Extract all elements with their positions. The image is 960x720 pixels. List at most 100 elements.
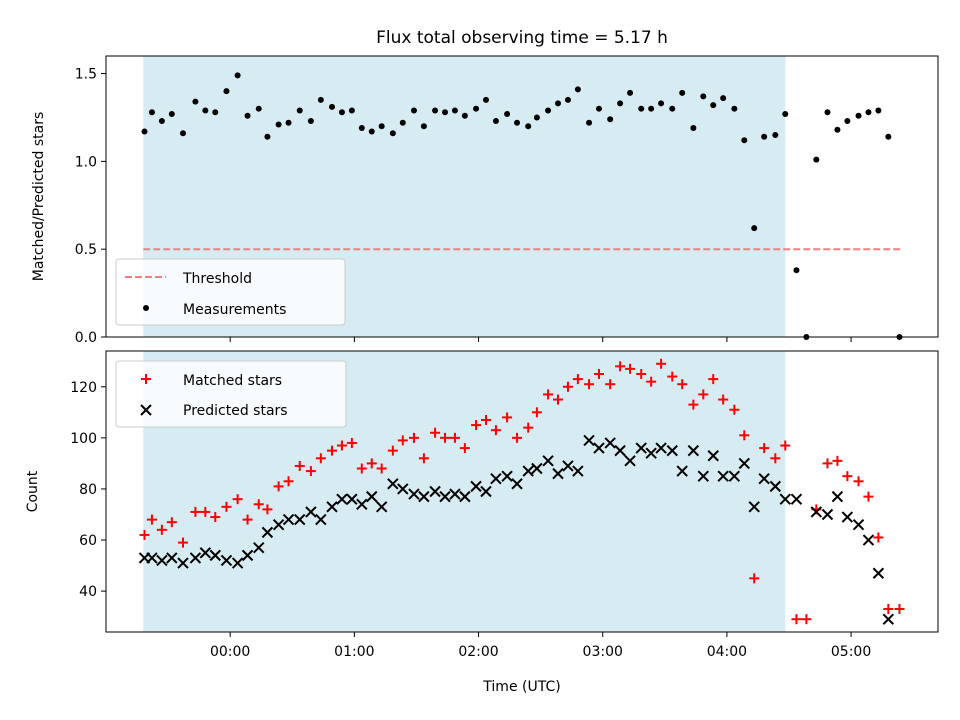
measurement-point [574,86,581,93]
x-marker-b [146,552,158,564]
x-tick-label: 04:00 [707,644,747,660]
x-marker-b [728,470,741,482]
measurement-point [504,110,511,117]
measurement-point [648,105,655,112]
predicted-star-point [821,508,834,521]
predicted-star-point [882,613,895,625]
predicted-star-point [676,465,688,477]
measurement-point [338,109,345,116]
measurement-point [420,123,427,130]
matched-star-point [502,412,513,423]
x-marker-b [738,457,750,470]
matched-star-point [366,458,377,469]
matched-star-point [242,514,253,525]
predicted-star-point [261,526,274,539]
predicted-star-point [177,557,189,569]
matched-star-point [572,374,583,385]
x-marker-b [717,470,729,482]
predicted-star-point [366,490,378,503]
measurement-point [307,117,314,124]
measurement-point [545,107,552,114]
matched-star-point [449,432,460,443]
matched-stars-points [139,358,905,625]
matched-star-point [512,432,523,443]
predicted-star-point [356,498,368,510]
x-marker-b [220,554,233,567]
matched-star-point [770,453,781,464]
measurement-point [669,105,676,112]
measurement-point [389,130,396,137]
matched-star-point [376,463,387,474]
x-marker-b [490,473,502,485]
matched-star-point [708,374,719,385]
bottom-y-axis-label: Count [25,470,41,512]
measurement-point [555,100,562,107]
matched-star-point [480,414,491,425]
measurement-point [638,105,645,112]
measurement-point [731,105,738,112]
predicted-star-point [645,447,657,459]
measurement-point [358,125,365,132]
measurement-point [141,128,148,135]
legend-matched-marker [141,374,151,384]
x-marker-b [707,450,719,462]
legend-measurements-sample [143,305,149,311]
matched-star-point [615,361,626,372]
bottom-x-ticks: 00:00 01:00 02:00 03:00 04:00 05:00 [210,632,871,660]
legend-threshold-label: Threshold [182,271,252,287]
matched-star-point [327,445,338,456]
x-marker-b [199,547,212,559]
measurement-point [586,119,593,126]
matched-star-point [625,363,636,374]
predicted-star-point [272,519,285,531]
measurement-point [824,109,831,116]
measurement-point [255,105,262,112]
predicted-star-point [418,490,430,503]
x-marker-b [614,444,626,457]
y-tick-label: 120 [70,380,97,396]
measurement-point [378,123,385,130]
top-x-ticks [229,337,852,342]
matched-star-point [523,422,534,433]
measurement-point [885,133,892,140]
measurement-point [793,267,800,274]
matched-star-point [283,476,294,487]
x-marker-b [346,493,358,505]
legend-predicted-label: Predicted stars [183,403,288,419]
x-marker-b [356,498,368,510]
matched-star-point [273,481,284,492]
measurement-point [607,116,614,123]
matched-star-point [262,504,273,515]
x-marker-b [470,480,482,493]
matched-star-point [749,573,760,584]
matched-star-point [656,358,667,369]
matched-star-point [305,466,316,477]
legend-measurements-label: Measurements [183,302,286,318]
predicted-star-point [562,460,574,472]
predicted-star-point [156,554,168,567]
top-legend-box [115,258,346,326]
matched-star-point [605,379,616,390]
legend-matched-label: Matched stars [183,373,282,389]
x-marker-b [790,493,803,505]
x-marker-b [542,455,554,467]
x-marker-b [852,519,865,531]
x-tick-label: 01:00 [334,644,374,660]
measurement-point [741,137,748,144]
predicted-star-point [779,493,791,505]
x-marker-b [748,501,760,513]
top-legend: Threshold Measurements [115,258,346,326]
x-marker-b [624,455,636,467]
x-marker-b [231,557,244,569]
measurement-point [482,96,489,103]
x-marker-b [326,501,338,513]
y-tick-label: 100 [70,431,97,447]
predicted-star-point [397,483,409,495]
x-marker-b [666,444,678,457]
x-marker-b [459,490,471,503]
matched-star-point [718,394,729,405]
x-marker-b [140,404,152,416]
predicted-star-point [583,434,595,447]
predicted-star-point [470,480,482,493]
x-tick-label: 03:00 [583,644,623,660]
